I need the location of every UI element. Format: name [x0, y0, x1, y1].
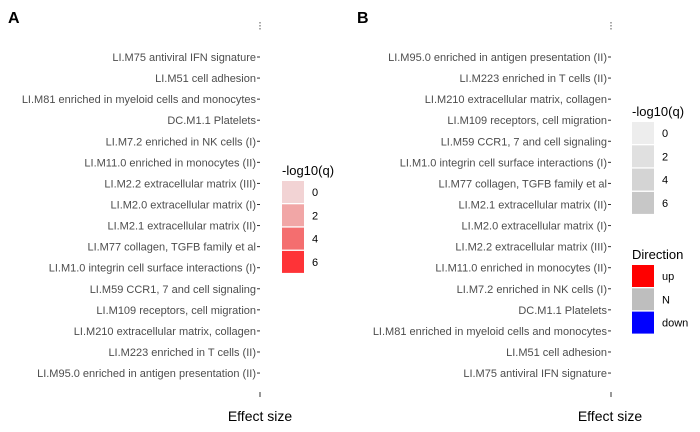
- legend-title: -log10(q): [282, 163, 334, 178]
- legend-key-label: N: [662, 294, 670, 306]
- legend-title: -log10(q): [632, 104, 684, 119]
- category-label: DC.M1.1 Platelets: [167, 115, 256, 127]
- category-label: LI.M1.0 integrin cell surface interactio…: [400, 157, 607, 169]
- category-label: LI.M59 CCR1, 7 and cell signaling: [90, 284, 256, 296]
- category-label: LI.M77 collagen, TGFB family et al: [87, 242, 256, 254]
- category-label: LI.M95.0 enriched in antigen presentatio…: [388, 52, 607, 64]
- panel-label: B: [357, 10, 369, 27]
- panel-b: B LI.M95.0 enriched in antigen presentati…: [357, 10, 688, 424]
- category-label: LI.M51 cell adhesion: [506, 347, 607, 359]
- category-label: LI.M59 CCR1, 7 and cell signaling: [441, 136, 607, 148]
- x-axis-title: Effect size: [228, 408, 293, 424]
- category-label: LI.M7.2 enriched in NK cells (I): [106, 136, 256, 148]
- category-label: LI.M210 extracellular matrix, collagen: [74, 326, 256, 338]
- legend-key: [282, 181, 304, 203]
- x-axis-title: Effect size: [578, 408, 643, 424]
- category-label: LI.M81 enriched in myeloid cells and mon…: [22, 94, 257, 106]
- legend-key-label: 0: [312, 187, 318, 199]
- legend-key: [282, 204, 304, 227]
- category-label: LI.M2.2 extracellular matrix (III): [455, 242, 607, 254]
- category-label: LI.M7.2 enriched in NK cells (I): [457, 284, 607, 296]
- legend-title: Direction: [632, 247, 683, 262]
- legend-key-label: 2: [312, 210, 318, 222]
- legend-key: [632, 265, 654, 287]
- category-label: LI.M2.1 extracellular matrix (II): [458, 199, 607, 211]
- legend-key-label: 4: [662, 175, 668, 187]
- category-label: LI.M109 receptors, cell migration: [447, 115, 607, 127]
- category-label: LI.M2.2 extracellular matrix (III): [104, 178, 256, 190]
- legend-key: [282, 227, 304, 250]
- panel-a: A LI.M75 antiviral IFN signature LI.M51 ce…: [8, 10, 334, 424]
- legend: -log10(q) 0 2 4 6: [632, 104, 684, 214]
- category-label: LI.M2.0 extracellular matrix (I): [111, 199, 256, 211]
- panel-label: A: [8, 10, 20, 27]
- legend-key-label: 2: [662, 151, 668, 163]
- category-label: LI.M75 antiviral IFN signature: [463, 368, 607, 380]
- legend-key: [282, 250, 304, 273]
- legend-key-label: 0: [662, 128, 668, 140]
- legend-key-label: 6: [312, 257, 318, 269]
- legend-key: [632, 122, 654, 144]
- legend-key-label: 4: [312, 234, 318, 246]
- legend-key: [632, 145, 654, 168]
- category-label: LI.M1.0 integrin cell surface interactio…: [49, 263, 256, 275]
- category-label: LI.M95.0 enriched in antigen presentatio…: [37, 368, 256, 380]
- category-label: LI.M51 cell adhesion: [155, 73, 256, 85]
- legend-key: [632, 191, 654, 214]
- category-label: LI.M210 extracellular matrix, collagen: [425, 94, 607, 106]
- category-label: LI.M75 antiviral IFN signature: [112, 52, 256, 64]
- category-label: LI.M223 enriched in T cells (II): [459, 73, 607, 85]
- legend-key: [632, 311, 654, 334]
- category-label: LI.M2.0 extracellular matrix (I): [462, 221, 607, 233]
- category-label: LI.M81 enriched in myeloid cells and mon…: [373, 326, 608, 338]
- category-label: LI.M11.0 enriched in monocytes (II): [84, 157, 256, 169]
- legend-key-label: 6: [662, 198, 668, 210]
- category-label: LI.M2.1 extracellular matrix (II): [107, 221, 256, 233]
- category-label: LI.M77 collagen, TGFB family et al: [438, 178, 607, 190]
- legend-key-label: up: [662, 271, 674, 283]
- legend-key: [632, 168, 654, 191]
- legend-key: [632, 288, 654, 311]
- category-label: LI.M223 enriched in T cells (II): [108, 347, 256, 359]
- legend-key-label: down: [662, 318, 688, 330]
- legend: -log10(q) 0 2 4 6: [282, 163, 334, 273]
- category-label: LI.M109 receptors, cell migration: [96, 305, 256, 317]
- category-label: DC.M1.1 Platelets: [518, 305, 607, 317]
- category-label: LI.M11.0 enriched in monocytes (II): [435, 263, 607, 275]
